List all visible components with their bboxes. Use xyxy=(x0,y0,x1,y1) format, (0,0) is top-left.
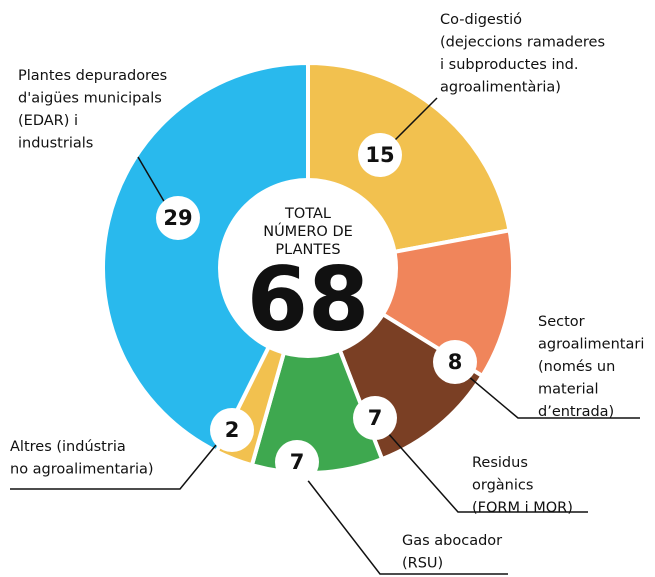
slice-label: Gas abocador xyxy=(402,533,502,549)
slice-label: (només un xyxy=(538,359,615,375)
slice-label: agroalimentari xyxy=(538,337,644,353)
slice xyxy=(249,261,385,475)
leader-line xyxy=(137,156,166,204)
value-label: 8 xyxy=(448,350,463,374)
slice-label: (dejeccions ramaderes xyxy=(440,35,605,51)
value-badge xyxy=(433,340,477,384)
slice-label: Plantes depuradores xyxy=(18,68,167,84)
value-badge xyxy=(358,133,402,177)
slice-label: Residus xyxy=(472,455,528,471)
value-badge xyxy=(210,408,254,452)
leader-line xyxy=(10,444,217,490)
slice-label: no agroalimentaria) xyxy=(10,462,154,478)
value-label: 2 xyxy=(225,418,240,442)
slice-label: (EDAR) i xyxy=(18,113,78,129)
leader-line xyxy=(467,375,640,419)
slice-label: (RSU) xyxy=(402,556,443,572)
slice-label: d’entrada) xyxy=(538,404,614,420)
slice-label: agroalimentària) xyxy=(440,80,561,96)
slice-label: (FORM i MOR) xyxy=(472,500,573,516)
slice-label: material xyxy=(538,382,599,398)
value-label: 7 xyxy=(290,450,305,474)
center-title: TOTAL xyxy=(284,206,331,222)
slice xyxy=(101,60,310,455)
slice-label: i subproductes ind. xyxy=(440,57,578,73)
center-title: NÚMERO DE xyxy=(263,222,353,240)
leader-line xyxy=(386,431,588,513)
center-title: PLANTES xyxy=(275,242,340,258)
slice-label: Co-digestió xyxy=(440,12,522,28)
slice-label: d'aigües municipals xyxy=(18,91,162,107)
leader-line xyxy=(305,477,508,575)
slice-label: Altres (indústria xyxy=(10,439,126,455)
slice-label: industrials xyxy=(18,136,93,152)
value-badge xyxy=(353,396,397,440)
slice-label: orgànics xyxy=(472,478,533,494)
value-badge xyxy=(275,440,319,484)
center-hole xyxy=(218,178,398,358)
value-label: 15 xyxy=(365,143,394,167)
slice-label: Sector xyxy=(538,314,585,330)
value-label: 29 xyxy=(163,206,192,230)
value-badge xyxy=(156,196,200,240)
leader-line xyxy=(391,97,438,144)
value-label: 7 xyxy=(368,406,383,430)
center-total: 68 xyxy=(247,248,369,351)
